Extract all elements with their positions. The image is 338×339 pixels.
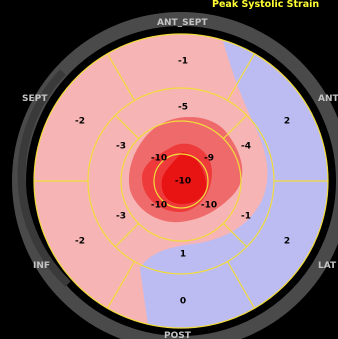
positive-region-lateral xyxy=(140,34,328,328)
spoke-mid-se xyxy=(222,222,248,248)
mid-apical-boundary xyxy=(120,120,242,242)
segment-value-basal-inf: -2 xyxy=(75,237,85,247)
segment-value-apical-ant: -9 xyxy=(204,154,214,164)
segment-grid xyxy=(33,33,329,329)
segment-value-mid-lat: -1 xyxy=(241,212,251,222)
peak-negative-region xyxy=(161,152,207,204)
outer-ring-shadow xyxy=(17,69,71,287)
wall-label-sept: SEPT xyxy=(22,94,48,104)
wall-labels: ANT_SEPT ANT LAT POST INF SEPT xyxy=(22,18,338,339)
spoke-post-inf xyxy=(106,261,136,309)
segment-value-mid-ant-sept: -5 xyxy=(178,103,188,113)
segment-value-mid-post: 1 xyxy=(180,250,186,260)
strain-color-map xyxy=(34,34,328,328)
spoke-mid-ne xyxy=(222,114,248,140)
segment-value-apical-sept: -10 xyxy=(151,154,167,164)
wall-label-inf: INF xyxy=(33,261,50,271)
segment-value-basal-ant: 2 xyxy=(284,117,290,127)
segment-value-basal-ant-sept: -1 xyxy=(178,57,188,67)
segment-value-apex: -10 xyxy=(175,177,191,187)
spoke-mid-sw xyxy=(114,222,140,248)
segment-value-apical-lat: -10 xyxy=(201,201,217,211)
segment-value-basal-post: 0 xyxy=(180,297,186,307)
segment-value-apical-inf: -10 xyxy=(151,201,167,211)
segment-value-basal-lat: 2 xyxy=(284,237,290,247)
segment-value-mid-sept: -3 xyxy=(116,142,126,152)
spoke-lat-post xyxy=(226,261,256,309)
wall-label-lat: LAT xyxy=(318,261,337,271)
spoke-sept-ant-sept xyxy=(106,53,136,101)
segment-value-mid-inf: -3 xyxy=(116,212,126,222)
spoke-mid-nw xyxy=(114,114,140,140)
wall-label-post: POST xyxy=(164,331,192,339)
spoke-ant-sept-ant xyxy=(226,53,256,101)
wall-label-ant: ANT xyxy=(318,94,338,104)
apex-boundary xyxy=(153,153,209,209)
wall-label-ant-sept: ANT_SEPT xyxy=(157,18,208,28)
segment-value-mid-ant: -4 xyxy=(241,142,251,152)
segment-value-basal-sept: -2 xyxy=(75,117,85,127)
segment-values: -1 2 2 0 -2 -2 -5 -4 -1 1 -3 -3 -9 -10 -… xyxy=(75,57,290,307)
plot-title: Peak Systolic Strain xyxy=(212,0,319,10)
